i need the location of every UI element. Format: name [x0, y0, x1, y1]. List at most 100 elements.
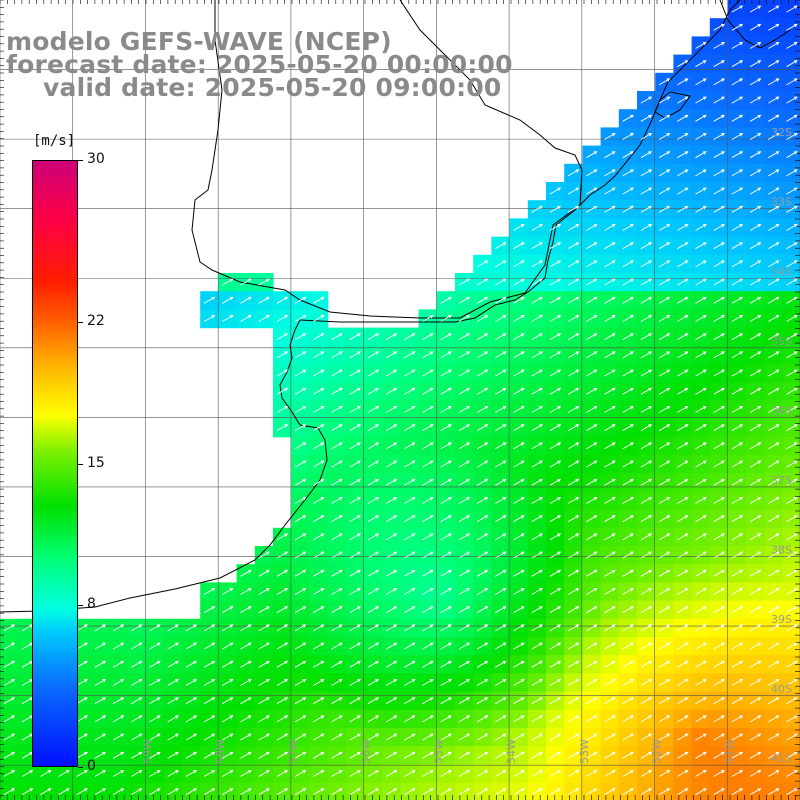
wind-arrow — [677, 497, 689, 504]
wind-arrow — [731, 387, 744, 395]
wind-arrow — [458, 733, 471, 741]
lat-label: 33S — [771, 196, 792, 209]
wind-arrow — [440, 733, 452, 741]
wind-arrow — [713, 351, 725, 359]
wind-arrow — [385, 424, 398, 432]
wind-arrow — [749, 660, 762, 668]
wind-arrow — [604, 533, 616, 541]
wind-arrow — [658, 770, 671, 777]
wind-arrow — [495, 679, 507, 686]
wind-arrow — [203, 733, 216, 741]
wind-arrow — [549, 788, 562, 796]
wind-arrow — [658, 424, 671, 432]
wind-arrow — [622, 588, 634, 595]
wind-arrow — [331, 679, 343, 686]
wind-arrow — [695, 660, 707, 668]
wind-arrow — [586, 606, 598, 614]
wind-arrow — [713, 406, 725, 413]
wind-arrow — [367, 624, 380, 632]
wind-arrow — [476, 260, 489, 268]
wind-arrow — [440, 788, 452, 796]
wind-arrow — [476, 770, 489, 777]
wind-arrow — [549, 315, 562, 322]
wind-arrow — [3, 715, 16, 723]
wind-arrow — [276, 788, 289, 796]
wind-arrow — [567, 406, 580, 413]
wind-arrow — [331, 569, 343, 577]
wind-arrow — [313, 733, 325, 741]
wind-arrow — [549, 205, 562, 213]
wind-arrow — [677, 424, 689, 432]
wind-arrow — [786, 151, 798, 159]
wind-arrow — [294, 333, 307, 341]
wind-arrow — [458, 588, 471, 595]
wind-arrow — [786, 60, 798, 68]
wind-arrow — [786, 533, 798, 541]
wind-arrow — [658, 205, 671, 213]
wind-arrow — [604, 569, 616, 577]
lon-label: 57W — [287, 739, 300, 764]
wind-arrow — [131, 697, 143, 705]
wind-arrow — [349, 733, 361, 741]
lat-label: 39S — [771, 613, 792, 626]
wind-arrow — [768, 715, 780, 723]
wind-arrow — [713, 679, 725, 686]
wind-arrow — [586, 551, 598, 559]
wind-arrow — [422, 515, 434, 523]
wind-arrow — [713, 460, 725, 468]
wind-arrow — [768, 424, 780, 432]
wind-arrow — [240, 569, 252, 577]
wind-arrow — [713, 551, 725, 559]
wind-arrow — [331, 606, 343, 614]
wind-arrow — [658, 588, 671, 595]
wind-arrow — [731, 697, 744, 705]
wind-arrow — [331, 551, 343, 559]
wind-arrow — [731, 187, 744, 195]
wind-arrow — [440, 442, 452, 450]
wind-arrow — [658, 624, 671, 632]
wind-arrow — [440, 296, 452, 304]
wind-arrow — [458, 369, 471, 377]
wind-arrow — [695, 406, 707, 413]
wind-arrow — [586, 624, 598, 632]
wind-arrow — [276, 588, 289, 595]
wind-arrow — [531, 333, 543, 341]
wind-arrow — [640, 733, 653, 741]
wind-arrow — [713, 588, 725, 595]
wind-arrow — [313, 369, 325, 377]
wind-arrow — [786, 406, 798, 413]
wind-arrow — [385, 387, 398, 395]
wind-arrow — [677, 224, 689, 231]
wind-arrow — [185, 697, 198, 705]
wind-arrow — [495, 369, 507, 377]
wind-arrow — [294, 296, 307, 304]
wind-arrow — [713, 315, 725, 322]
wind-arrow — [567, 533, 580, 541]
wind-arrow — [531, 260, 543, 268]
wind-arrow — [622, 624, 634, 632]
wind-arrow — [695, 733, 707, 741]
wind-arrow — [313, 751, 325, 759]
wind-arrow — [21, 788, 34, 796]
wind-arrow — [404, 351, 416, 359]
wind-arrow — [349, 515, 361, 523]
wind-arrow — [385, 478, 398, 486]
wind-arrow — [640, 715, 653, 723]
wind-arrow — [76, 624, 88, 632]
wind-arrow — [349, 660, 361, 668]
wind-arrow — [586, 788, 598, 796]
wind-arrow — [440, 497, 452, 504]
wind-arrow — [604, 315, 616, 322]
wind-arrow — [404, 588, 416, 595]
wind-arrow — [422, 660, 434, 668]
wind-arrow — [513, 296, 525, 304]
wind-arrow — [640, 133, 653, 140]
wind-arrow — [640, 515, 653, 523]
wind-arrow — [94, 770, 107, 777]
wind-arrow — [404, 606, 416, 614]
wind-arrow — [531, 733, 543, 741]
wind-arrow — [476, 569, 489, 577]
wind-arrow — [658, 169, 671, 177]
wind-arrow — [586, 478, 598, 486]
